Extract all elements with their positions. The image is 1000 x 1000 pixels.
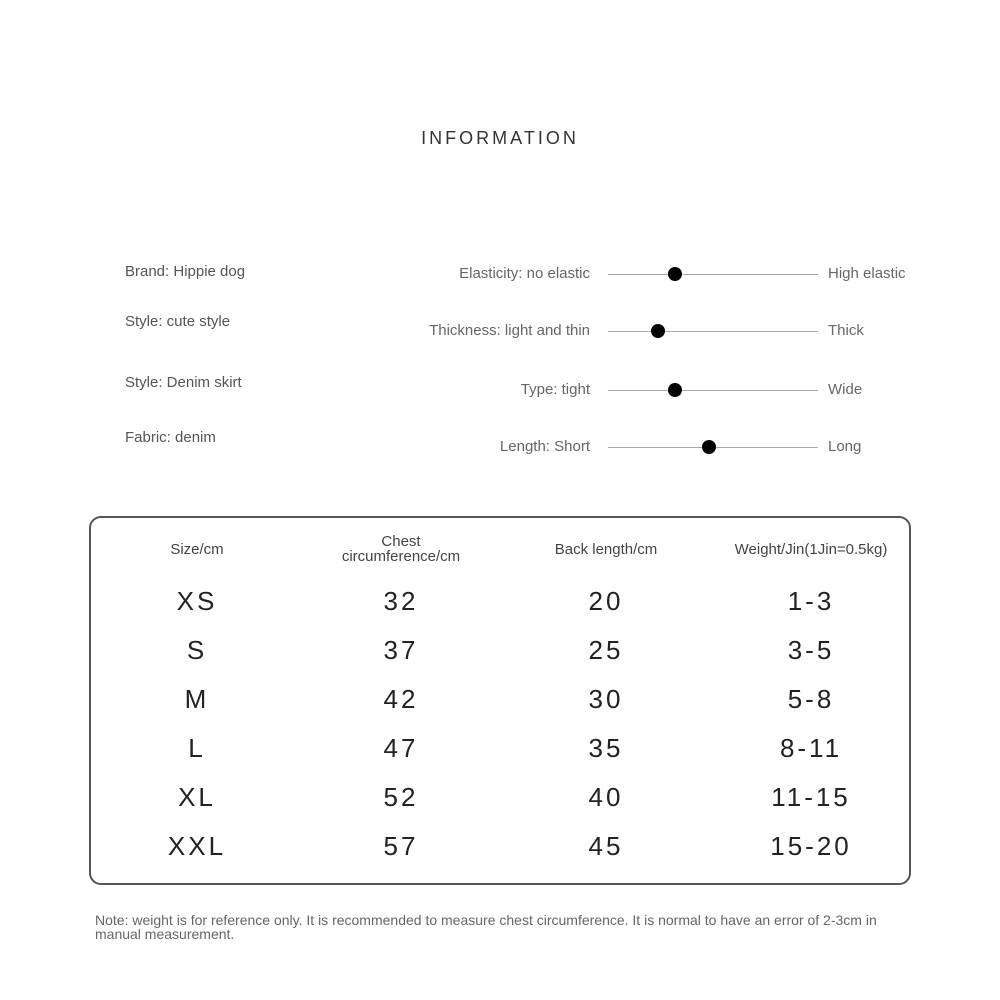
table-cell: XL: [178, 782, 216, 812]
table-cell: 37: [383, 635, 419, 665]
table-cell: 5-8: [787, 684, 835, 714]
table-cell: 57: [383, 831, 419, 861]
table-cell: 20: [588, 586, 624, 616]
slider-dot: [702, 440, 716, 454]
table-cell: 40: [588, 782, 624, 812]
slider-label-right: Wide: [828, 381, 863, 398]
slider-label-right: High elastic: [828, 265, 906, 282]
slider-label-right: Long: [828, 438, 862, 455]
slider-label-left: Length: Short: [499, 438, 590, 455]
table-cell: 25: [588, 635, 624, 665]
table-cell: XXL: [167, 831, 227, 861]
title: INFORMATION: [421, 128, 579, 148]
table-cell: 32: [383, 586, 419, 616]
table-cell: 47: [383, 733, 419, 763]
table-header: Chest circumference/cm: [341, 533, 461, 565]
table-header: Size/cm: [170, 540, 224, 558]
slider-label-left: Thickness: light and thin: [429, 322, 590, 339]
slider-track: [608, 274, 818, 275]
table-cell: 30: [588, 684, 624, 714]
slider-dot: [668, 267, 682, 281]
table-cell: L: [188, 733, 206, 763]
slider-dot: [651, 324, 665, 338]
table-cell: 45: [588, 831, 624, 861]
table-cell: M: [184, 684, 210, 714]
table-header: Back length/cm: [554, 540, 658, 558]
slider-label-left: Elasticity: no elastic: [459, 265, 590, 282]
slider-label-right: Thick: [828, 322, 864, 339]
table-cell: 1-3: [787, 586, 835, 616]
table-cell: 8-11: [779, 733, 843, 763]
attribute: Style: cute style: [125, 313, 231, 330]
size-table-frame: [89, 516, 911, 885]
table-header: Weight/Jin(1Jin=0.5kg): [734, 540, 888, 558]
slider-label-left: Type: tight: [520, 381, 590, 398]
table-cell: S: [186, 635, 208, 665]
slider-track: [608, 331, 818, 332]
table-cell: 35: [588, 733, 624, 763]
table-cell: 15-20: [770, 831, 852, 861]
attribute: Style: Denim skirt: [125, 374, 242, 391]
table-cell: 11-15: [771, 782, 851, 812]
table-cell: 52: [383, 782, 419, 812]
slider-track: [608, 390, 818, 391]
table-cell: XS: [176, 586, 218, 616]
attribute: Brand: Hippie dog: [125, 263, 246, 280]
note: Note: weight is for reference only. It i…: [95, 912, 877, 942]
table-cell: 42: [383, 684, 419, 714]
table-cell: 3-5: [787, 635, 835, 665]
attribute: Fabric: denim: [125, 429, 216, 446]
slider-dot: [668, 383, 682, 397]
